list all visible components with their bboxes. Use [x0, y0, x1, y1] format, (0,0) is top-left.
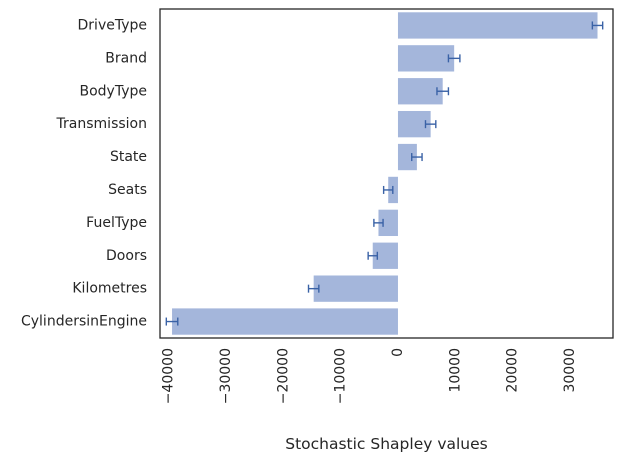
- x-tick-label: −40000: [161, 348, 177, 404]
- category-label-transmission: Transmission: [56, 116, 147, 132]
- category-label-doors: Doors: [106, 248, 147, 264]
- bar-drivetype: [397, 12, 598, 39]
- x-tick-label: 30000: [562, 348, 578, 393]
- bar-state: [397, 143, 417, 171]
- bar-cylindersinengine: [172, 308, 398, 335]
- x-tick-label: 0: [390, 348, 406, 357]
- error-bars-group: [165, 21, 604, 326]
- error-bar-brand: [447, 54, 461, 63]
- bars-group: [172, 12, 598, 335]
- error-bar-cylindersinengine: [165, 317, 179, 326]
- bar-kilometres: [313, 275, 398, 302]
- x-axis-label: Stochastic Shapley values: [285, 435, 488, 453]
- x-tick-label: −10000: [333, 348, 349, 404]
- category-label-state: State: [110, 149, 147, 165]
- bar-bodytype: [397, 78, 443, 105]
- category-labels: DriveType Brand BodyType Transmission State S…: [21, 17, 147, 329]
- category-label-fueltype: FuelType: [86, 215, 147, 231]
- x-tick-label: −30000: [218, 348, 234, 404]
- x-tick-label: 20000: [505, 348, 521, 393]
- category-label-bodytype: BodyType: [80, 83, 148, 99]
- error-bar-kilometres: [307, 284, 320, 293]
- x-tick-labels: −40000 −30000 −20000 −10000 0 10000 20000 30000: [161, 348, 578, 404]
- error-bar-fueltype: [373, 218, 384, 227]
- category-label-brand: Brand: [105, 50, 147, 66]
- x-tick-label: −20000: [275, 348, 291, 404]
- error-bar-doors: [367, 251, 379, 260]
- error-bar-state: [411, 153, 423, 162]
- error-bar-transmission: [424, 120, 437, 129]
- plot-frame: [159, 8, 614, 339]
- category-label-drivetype: DriveType: [78, 17, 147, 33]
- x-tick-label: 10000: [447, 348, 463, 393]
- category-label-seats: Seats: [108, 182, 147, 198]
- category-label-kilometres: Kilometres: [72, 281, 147, 297]
- error-bar-drivetype: [591, 21, 604, 30]
- bar-fueltype: [378, 209, 398, 237]
- bar-brand: [397, 45, 455, 72]
- error-bar-bodytype: [436, 87, 450, 96]
- category-label-cylindersinengine: CylindersinEngine: [21, 314, 147, 330]
- error-bar-seats: [382, 185, 394, 194]
